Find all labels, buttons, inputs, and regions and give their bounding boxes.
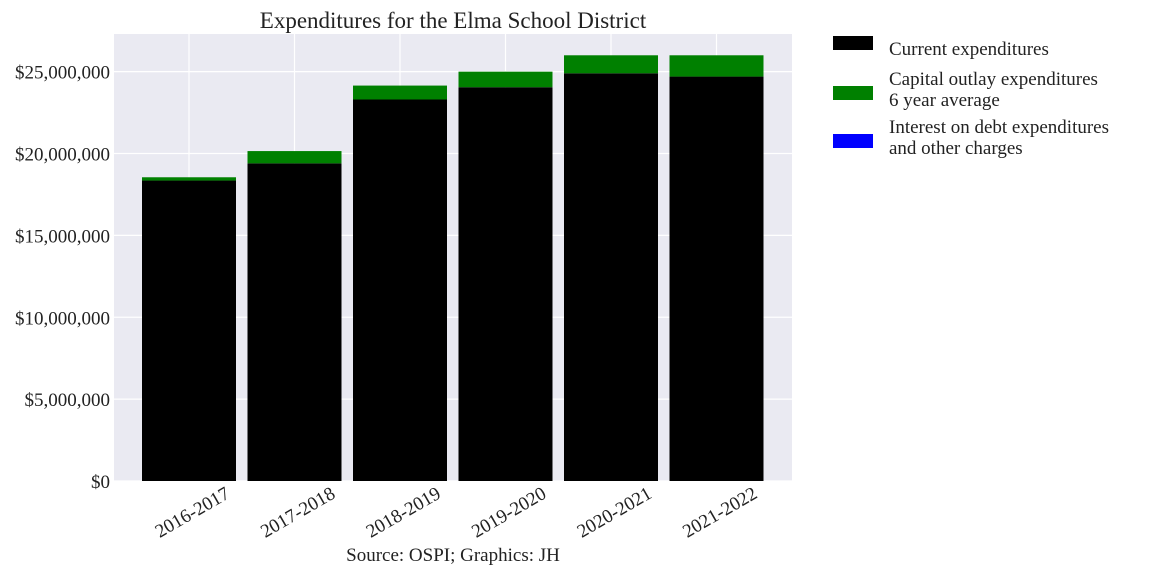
- x-tick-label: 2020-2021: [574, 483, 656, 542]
- y-tick-label: $20,000,000: [15, 145, 110, 166]
- x-tick-label: 2017-2018: [257, 483, 339, 542]
- bar-capital-2016-2017: [142, 177, 236, 181]
- x-tick-label: 2021-2022: [679, 483, 761, 542]
- x-tick-label: 2018-2019: [363, 483, 445, 542]
- legend: Current expenditures Capital outlay expen…: [833, 36, 1109, 159]
- y-tick-label: $10,000,000: [15, 308, 110, 329]
- legend-label: and other charges: [889, 138, 1023, 159]
- y-tick-label: $0: [91, 472, 110, 493]
- bar-capital-2021-2022: [669, 55, 764, 77]
- legend-label: Current expenditures: [889, 39, 1049, 60]
- bar-current-2019-2020: [458, 87, 553, 481]
- y-tick-label: $25,000,000: [15, 63, 110, 84]
- y-tick-label: $15,000,000: [15, 226, 110, 247]
- bar-capital-2020-2021: [564, 55, 658, 74]
- x-tick-label: 2016-2017: [152, 483, 234, 542]
- bar-capital-2017-2018: [247, 151, 342, 164]
- legend-swatch: [833, 86, 873, 100]
- bar-current-2016-2017: [142, 180, 236, 482]
- legend-label: 6 year average: [889, 90, 1000, 111]
- bar-current-2021-2022: [669, 76, 764, 482]
- chart-source: Source: OSPI; Graphics: JH: [346, 545, 560, 566]
- bar-capital-2018-2019: [353, 85, 447, 100]
- bar-current-2020-2021: [564, 73, 658, 482]
- y-tick-label: $5,000,000: [25, 390, 111, 411]
- chart-title: Expenditures for the Elma School Distric…: [260, 8, 647, 33]
- x-tick-label: 2019-2020: [468, 483, 550, 542]
- legend-swatch: [833, 134, 873, 148]
- legend-swatch: [833, 36, 873, 50]
- bar-capital-2019-2020: [458, 71, 553, 88]
- bar-current-2017-2018: [247, 163, 342, 481]
- legend-label: Interest on debt expenditures: [889, 117, 1109, 138]
- legend-label: Capital outlay expenditures: [889, 69, 1098, 90]
- bar-current-2018-2019: [353, 99, 447, 481]
